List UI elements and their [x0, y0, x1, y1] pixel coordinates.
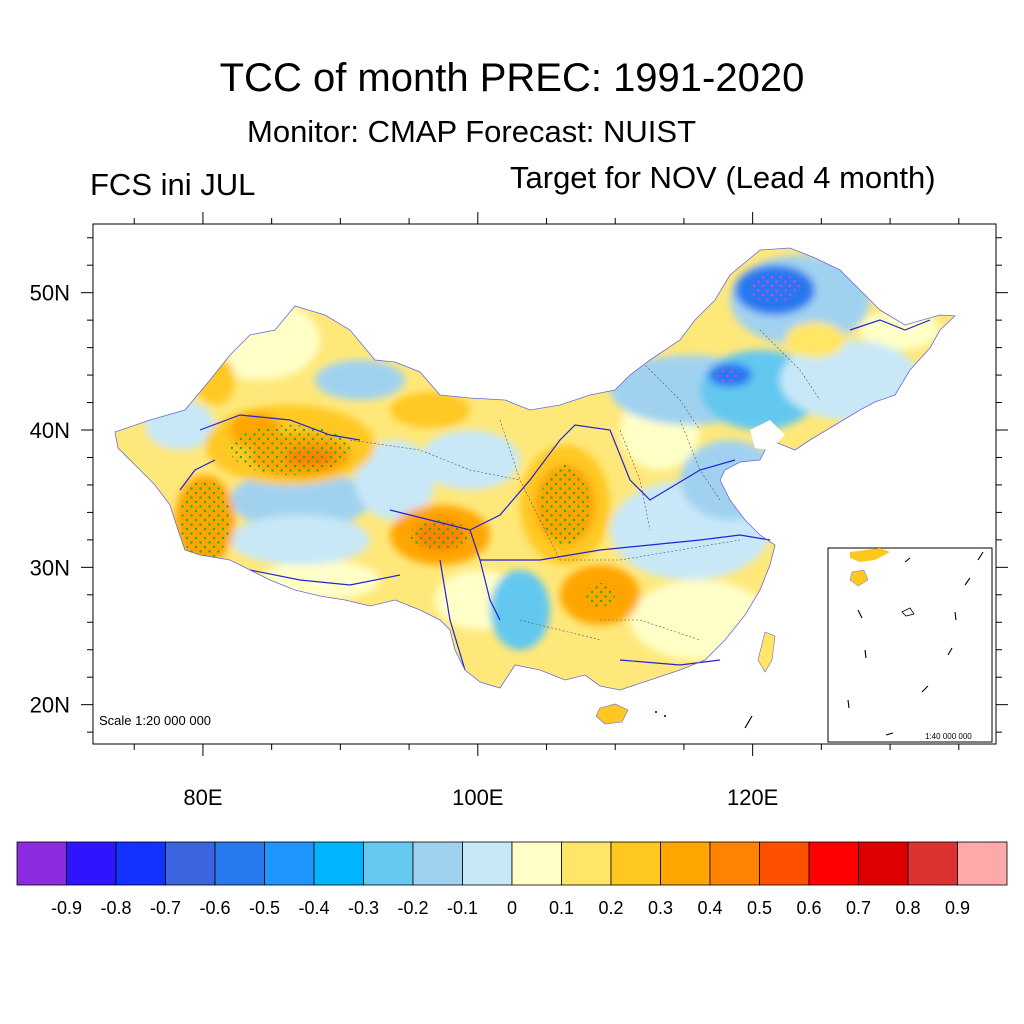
colorbar-label: 0.7 [846, 898, 871, 918]
colorbar-label: -0.9 [51, 898, 82, 918]
island-dot [664, 715, 666, 717]
colorbar-swatch [561, 841, 612, 886]
colorbar-swatch [264, 841, 315, 886]
map-axes: 80E 100E 120E 50N 40N 30N 20N [30, 212, 1008, 810]
colorbar-label: 0 [507, 898, 517, 918]
island-dot [655, 711, 657, 713]
y-tick-label: 50N [30, 281, 70, 306]
x-tick-label: 120E [727, 785, 778, 810]
y-tick-label: 40N [30, 418, 70, 443]
chart-title: TCC of month PREC: 1991-2020 [219, 56, 805, 100]
y-tick-label: 30N [30, 555, 70, 580]
x-tick-label: 80E [183, 785, 222, 810]
colorbar-swatch [16, 841, 67, 886]
colorbar-swatch [214, 841, 265, 886]
colorbar-swatch [759, 841, 810, 886]
colorbar-label: 0.5 [747, 898, 772, 918]
colorbar-label: 0.3 [648, 898, 673, 918]
taiwan-island [757, 631, 776, 673]
colorbar-swatch [511, 841, 562, 886]
colorbar: -0.9 -0.8 -0.7 -0.6 -0.5 -0.4 -0.3 -0.2 -0.1 0 0.1… [16, 841, 1008, 918]
colorbar-label: 0.4 [697, 898, 722, 918]
colorbar-swatch [462, 841, 513, 886]
colorbar-label: -0.4 [298, 898, 329, 918]
colorbar-swatch [957, 841, 1008, 886]
colorbar-swatch [610, 841, 661, 886]
colorbar-swatch [363, 841, 414, 886]
colorbar-label: -0.8 [100, 898, 131, 918]
colorbar-swatch [66, 841, 117, 886]
x-tick-label: 100E [452, 785, 503, 810]
map-scale-label: Scale 1:20 000 000 [99, 713, 211, 728]
colorbar-label: 0.2 [598, 898, 623, 918]
colorbar-swatch [412, 841, 463, 886]
colorbar-label: -0.5 [249, 898, 280, 918]
colorbar-swatch [115, 841, 166, 886]
sea-dash [744, 715, 753, 729]
colorbar-label: -0.2 [397, 898, 428, 918]
colorbar-swatch [660, 841, 711, 886]
inset-scale-label: 1:40 000 000 [925, 732, 972, 741]
colorbar-label: -0.1 [447, 898, 478, 918]
colorbar-label: 0.9 [945, 898, 970, 918]
hainan-island [595, 703, 629, 725]
colorbar-label: -0.3 [348, 898, 379, 918]
colorbar-swatch [808, 841, 859, 886]
colorbar-swatch [907, 841, 958, 886]
colorbar-swatch [709, 841, 760, 886]
chart-subtitle: Monitor: CMAP Forecast: NUIST [247, 114, 697, 149]
colorbar-label: 0.1 [549, 898, 574, 918]
south-sea-inset: 1:40 000 000 [827, 547, 993, 743]
y-tick-label: 20N [30, 693, 70, 718]
right-label: Target for NOV (Lead 4 month) [510, 160, 936, 195]
colorbar-swatch [165, 841, 216, 886]
bohai-sea [750, 420, 785, 450]
colorbar-label: 0.8 [895, 898, 920, 918]
colorbar-swatch [313, 841, 364, 886]
colorbar-label: -0.7 [150, 898, 181, 918]
left-label: FCS ini JUL [90, 167, 256, 202]
colorbar-label: 0.6 [796, 898, 821, 918]
rivers [179, 319, 931, 671]
colorbar-swatch [858, 841, 909, 886]
colorbar-label: -0.6 [199, 898, 230, 918]
